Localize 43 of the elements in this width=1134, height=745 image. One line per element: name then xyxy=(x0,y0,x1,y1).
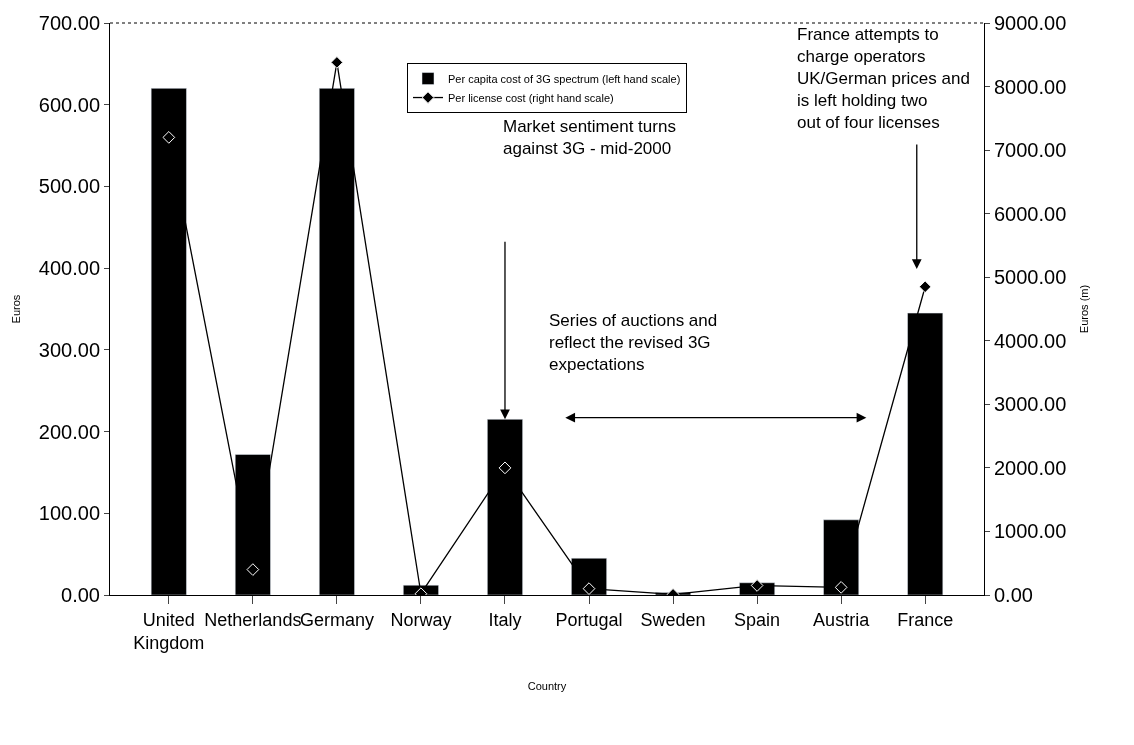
x-tick-label: Sweden xyxy=(640,609,706,630)
y-tick-label: 200.00 xyxy=(38,420,100,443)
point xyxy=(750,579,764,592)
x-tick-label: United Kingdom xyxy=(133,609,205,653)
x-tick-label: Portugal xyxy=(555,609,623,630)
annotation: France attempts to charge operators UK/German prices and is left holding two out of four licenses xyxy=(797,25,970,133)
x-axis-title: Country xyxy=(527,680,567,693)
y-tick-label: 500.00 xyxy=(38,175,100,198)
x-tick-label: Netherlands xyxy=(204,609,302,630)
point xyxy=(582,582,596,595)
legend-label: Per license cost (right hand scale) xyxy=(448,91,614,104)
point xyxy=(162,131,176,144)
y-tick-label: 300.00 xyxy=(38,338,100,361)
y2-tick-label: 3000.00 xyxy=(994,393,1067,416)
y2-tick-label: 8000.00 xyxy=(994,75,1067,98)
y2-tick-label: 4000.00 xyxy=(994,329,1067,352)
annotation: Market sentiment turns against 3G - mid-2000 xyxy=(503,117,676,159)
annotation: Series of auctions and reflect the revised 3G expectations xyxy=(549,311,718,375)
y2-axis-title: Euros (m) xyxy=(1078,284,1091,334)
legend-label: Per capita cost of 3G spectrum (left hand scale) xyxy=(448,72,681,85)
y2-tick-label: 7000.00 xyxy=(994,139,1067,162)
y2-tick-label: 6000.00 xyxy=(994,202,1067,225)
x-tick-label: Norway xyxy=(390,609,452,630)
y2-tick-label: 0.00 xyxy=(994,584,1033,606)
y-tick-label: 0.00 xyxy=(61,584,100,606)
x-tick-label: Spain xyxy=(734,609,781,630)
y2-tick-label: 2000.00 xyxy=(994,456,1067,479)
point xyxy=(330,56,344,69)
point xyxy=(246,563,260,576)
x-tick-label: Austria xyxy=(813,609,871,630)
point xyxy=(834,581,848,594)
y-axis-title: Euros xyxy=(10,294,23,324)
x-tick-label: France xyxy=(897,609,954,630)
y2-tick-label: 1000.00 xyxy=(994,520,1067,543)
y-tick-label: 600.00 xyxy=(38,93,100,116)
y-tick-label: 700.00 xyxy=(38,12,100,34)
x-tick-label: Italy xyxy=(488,609,522,630)
y-tick-label: 100.00 xyxy=(38,502,100,525)
point xyxy=(918,280,932,294)
y2-tick-label: 9000.00 xyxy=(994,12,1067,34)
y-tick-label: 400.00 xyxy=(38,257,100,280)
y2-tick-label: 5000.00 xyxy=(994,266,1067,289)
point xyxy=(498,461,512,475)
